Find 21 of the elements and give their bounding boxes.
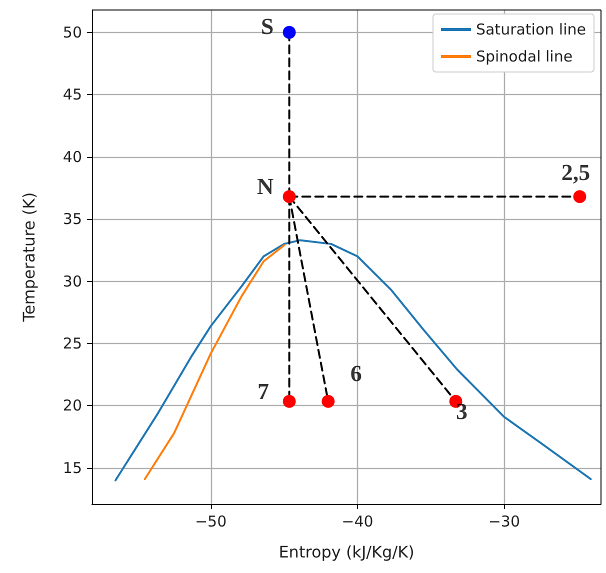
y-tick-label: 25 xyxy=(62,334,82,352)
legend-label: Saturation line xyxy=(476,20,586,38)
y-tick-label: 15 xyxy=(62,458,82,477)
annotation: 2,5 xyxy=(561,160,590,186)
y-tick-label: 40 xyxy=(62,148,82,166)
legend-label: Spinodal line xyxy=(476,48,573,66)
x-tick-label: −30 xyxy=(488,512,520,530)
x-tick-label: −40 xyxy=(342,512,374,530)
y-tick-label: 30 xyxy=(62,272,82,290)
annotation: N xyxy=(256,174,274,200)
annotation: 3 xyxy=(456,398,468,424)
y-tick-label: 45 xyxy=(62,86,82,104)
y-tick-label: 20 xyxy=(62,396,82,415)
annotation: 6 xyxy=(350,360,362,386)
y-tick-label: 35 xyxy=(62,210,82,228)
y-tick-label: 50 xyxy=(62,23,82,42)
x-axis-title: Entropy (kJ/Kg/K) xyxy=(278,542,414,562)
y-axis-title: Temperature (K) xyxy=(20,192,38,323)
annotation: S xyxy=(260,14,274,39)
annotation: 7 xyxy=(258,378,270,404)
x-tick-label: −50 xyxy=(194,512,227,530)
